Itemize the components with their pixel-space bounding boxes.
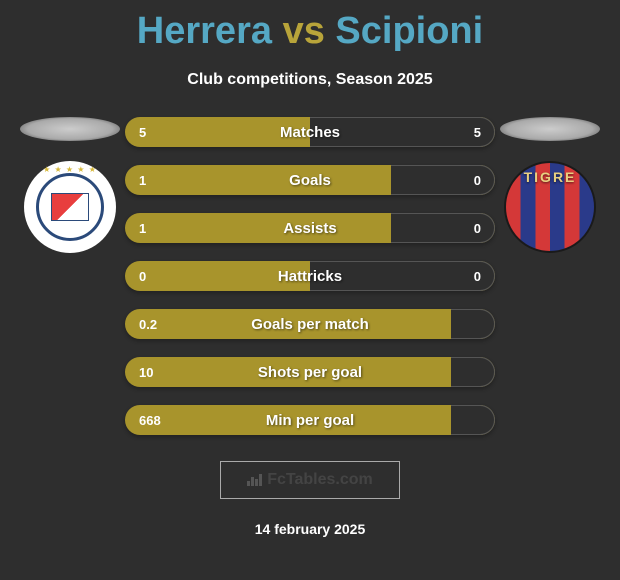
- stat-fill-right: [451, 405, 495, 435]
- stat-fill-right: [310, 261, 495, 291]
- vs-text: vs: [283, 10, 325, 52]
- player1-shadow: [20, 117, 120, 141]
- stat-label: Goals per match: [125, 316, 495, 333]
- stat-row: 5Matches5: [125, 117, 495, 147]
- stat-fill-right: [451, 357, 495, 387]
- comparison-title: Herrera vs Scipioni: [137, 10, 483, 53]
- stat-fill-right: [310, 117, 495, 147]
- badge-stars-icon: ★ ★ ★ ★ ★: [43, 165, 97, 174]
- stat-row: 0Hattricks0: [125, 261, 495, 291]
- stat-row: 10Shots per goal: [125, 357, 495, 387]
- stat-value-left: 0.2: [139, 317, 157, 332]
- player2-club-badge: TIGRE: [504, 161, 596, 253]
- stat-value-left: 1: [139, 173, 146, 188]
- stats-container: 5Matches5 1Goals0 1Assists0 0Hattricks0 0.2G…: [125, 117, 495, 435]
- content-area: ★ ★ ★ ★ ★ 5Matches5 1Goals0 1Assists0 0Hatt…: [0, 117, 620, 435]
- badge-flag-icon: [51, 193, 89, 221]
- subtitle: Club competitions, Season 2025: [187, 71, 432, 89]
- stat-label: Min per goal: [125, 412, 495, 429]
- fctables-logo[interactable]: FcTables.com: [220, 461, 400, 499]
- stat-row: 0.2Goals per match: [125, 309, 495, 339]
- stat-value-right: 5: [474, 125, 481, 140]
- badge-right-text: TIGRE: [506, 169, 594, 185]
- stat-value-right: 0: [474, 221, 481, 236]
- stat-row: 1Assists0: [125, 213, 495, 243]
- stat-value-left: 10: [139, 365, 153, 380]
- player2-column: TIGRE: [495, 117, 605, 253]
- player1-name: Herrera: [137, 10, 272, 52]
- chart-icon: [247, 472, 263, 489]
- stat-value-right: 0: [474, 173, 481, 188]
- date-text: 14 february 2025: [255, 521, 366, 537]
- stat-value-left: 668: [139, 413, 161, 428]
- stat-label: Shots per goal: [125, 364, 495, 381]
- player2-name: Scipioni: [335, 10, 483, 52]
- stat-value-left: 1: [139, 221, 146, 236]
- logo-text: FcTables.com: [267, 471, 373, 489]
- player1-column: ★ ★ ★ ★ ★: [15, 117, 125, 253]
- stat-fill-right: [451, 309, 495, 339]
- stat-row: 668Min per goal: [125, 405, 495, 435]
- stat-value-right: 0: [474, 269, 481, 284]
- player2-shadow: [500, 117, 600, 141]
- badge-inner-ring: [36, 173, 104, 241]
- player1-club-badge: ★ ★ ★ ★ ★: [24, 161, 116, 253]
- stat-row: 1Goals0: [125, 165, 495, 195]
- stat-value-left: 0: [139, 269, 146, 284]
- stat-value-left: 5: [139, 125, 146, 140]
